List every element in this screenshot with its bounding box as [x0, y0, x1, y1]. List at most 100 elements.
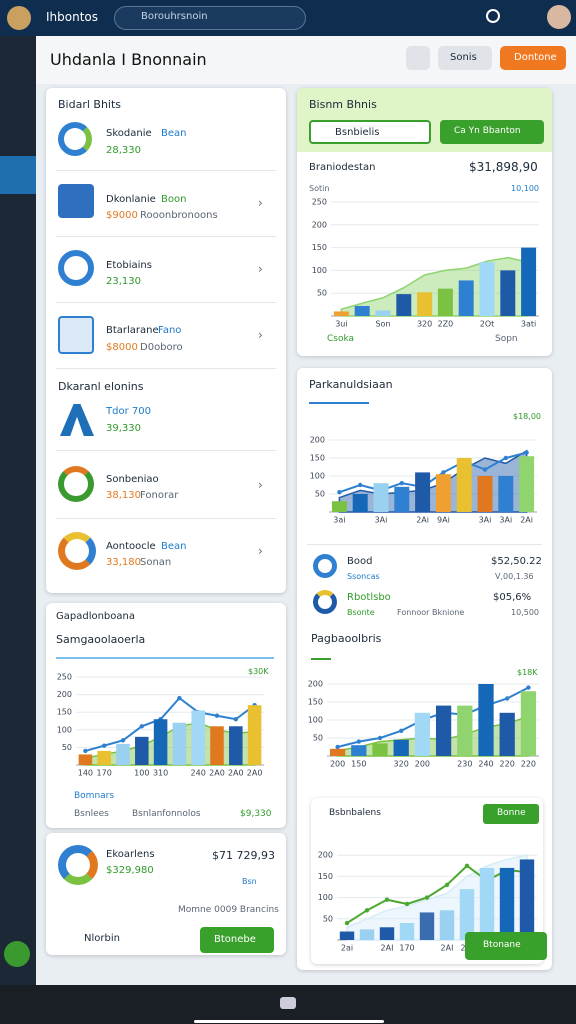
item-icon — [58, 466, 94, 502]
button-label: Btonane — [483, 940, 521, 950]
line-point — [356, 739, 361, 744]
item-name: Sonbeniao — [106, 474, 159, 485]
x-tick-label: 2AI — [441, 944, 454, 953]
bar — [459, 889, 475, 940]
x-tick-label: 3ui — [335, 320, 347, 329]
item-sub-value: V,00,1.36 — [495, 572, 534, 581]
action-button[interactable]: Btonebe — [200, 927, 274, 953]
item-value: 23,130 — [106, 276, 141, 287]
section-title: Dkaranl elonins — [58, 380, 144, 393]
item-tag: Bean — [161, 541, 187, 552]
card-footer-right: Sopn — [495, 334, 518, 344]
x-tick-label: 230 — [457, 760, 472, 769]
search-label: Bsnbielis — [335, 127, 380, 138]
header: Uhdanla I Bnonnain Sonis Dontone — [36, 36, 576, 84]
chart: 50 100 150 200 3ai 3Ai 2Ai 9Ai 3Ai 3Ai 2Ai — [310, 436, 537, 525]
bar — [439, 910, 455, 940]
search-placeholder: Borouhrsnoin — [141, 11, 208, 22]
chart-label: Sotin — [309, 184, 330, 193]
y-tick-label: 200 — [308, 680, 323, 689]
bar — [116, 743, 130, 765]
dropdown[interactable]: Sonis — [438, 46, 492, 70]
bar — [478, 684, 494, 756]
x-tick-label: 220 — [521, 760, 536, 769]
bar — [417, 292, 433, 316]
chevron[interactable]: › — [258, 478, 263, 492]
chevron[interactable]: › — [258, 328, 263, 342]
item-name: Bood — [347, 556, 373, 567]
x-tick-label: 3Ai — [375, 516, 388, 525]
summary-note: Momne 0009 Brancins — [178, 905, 279, 915]
line-point — [214, 713, 220, 718]
bar — [399, 923, 415, 940]
app-logo[interactable] — [7, 6, 31, 30]
x-tick-label: 320 — [417, 320, 432, 329]
bar — [229, 726, 243, 765]
line-point — [384, 897, 390, 902]
line-point — [424, 895, 430, 900]
sidebar-action[interactable] — [4, 941, 30, 967]
line-point — [233, 717, 238, 722]
y-tick-label: 50 — [313, 734, 323, 743]
chevron[interactable]: › — [258, 262, 263, 276]
home-indicator — [194, 1020, 384, 1023]
line-point — [505, 696, 510, 701]
list-card: Bidarl Bhits Skodanie Bean 28,330 Dkonlan… — [46, 88, 286, 593]
item-name: Etobiains — [106, 260, 152, 271]
bar — [393, 739, 409, 756]
inner-button[interactable]: Bonne — [483, 804, 539, 824]
bar — [419, 912, 435, 940]
chevron[interactable]: › — [258, 544, 263, 558]
item-value: $9000 — [106, 210, 138, 221]
y-tick-label: 150 — [318, 872, 333, 881]
bar — [415, 472, 431, 512]
line — [339, 451, 527, 494]
chart-value: $30K — [248, 667, 269, 676]
bar — [479, 867, 495, 940]
bottom-button[interactable]: Btonane — [465, 932, 547, 960]
search-button[interactable]: Ca Yn Bbanton — [440, 120, 544, 144]
item-sub: Ssoncas — [347, 572, 380, 581]
profile-avatar[interactable] — [547, 5, 571, 29]
legend-entry: Bsnlees — [74, 809, 109, 819]
x-tick-label: Son — [375, 320, 390, 329]
item-icon — [313, 554, 337, 578]
search-box[interactable]: Borouhrsnoin — [114, 6, 306, 30]
bar — [135, 736, 149, 765]
bar — [372, 743, 388, 756]
chevron[interactable]: › — [258, 196, 263, 210]
summary-value: $329,980 — [106, 865, 154, 876]
item-icon — [58, 250, 94, 286]
item-value: 33,180 — [106, 557, 141, 568]
donut-icon — [58, 845, 98, 885]
help-icon[interactable] — [486, 9, 500, 23]
y-tick-label: 100 — [308, 716, 323, 725]
bar — [457, 705, 473, 756]
line-point — [444, 882, 450, 888]
chart-card: Gapadlonboana Samgaoolaoerla $30K 50 100 1… — [46, 603, 286, 828]
bar — [435, 474, 451, 512]
bar — [379, 927, 395, 940]
nav-home[interactable] — [280, 997, 296, 1009]
search-button[interactable] — [406, 46, 430, 70]
bar — [414, 712, 431, 756]
sidebar-active-item[interactable] — [0, 156, 36, 194]
bar — [352, 494, 368, 512]
line-point — [102, 743, 107, 748]
x-tick-label: 220 — [500, 760, 515, 769]
primary-button[interactable]: Dontone — [500, 46, 566, 70]
search-field[interactable]: Bsnbielis — [309, 120, 431, 144]
line-point — [404, 901, 410, 907]
bar — [456, 458, 472, 512]
line-point — [377, 735, 383, 741]
x-tick-label: 150 — [351, 760, 366, 769]
item-tag: Fano — [158, 325, 182, 336]
y-tick-label: 100 — [318, 893, 333, 902]
bar — [191, 710, 205, 765]
x-tick-label: 200 — [330, 760, 345, 769]
y-tick-label: 150 — [312, 243, 327, 252]
bar — [172, 722, 187, 765]
bar — [78, 754, 93, 765]
line-point — [139, 724, 144, 729]
